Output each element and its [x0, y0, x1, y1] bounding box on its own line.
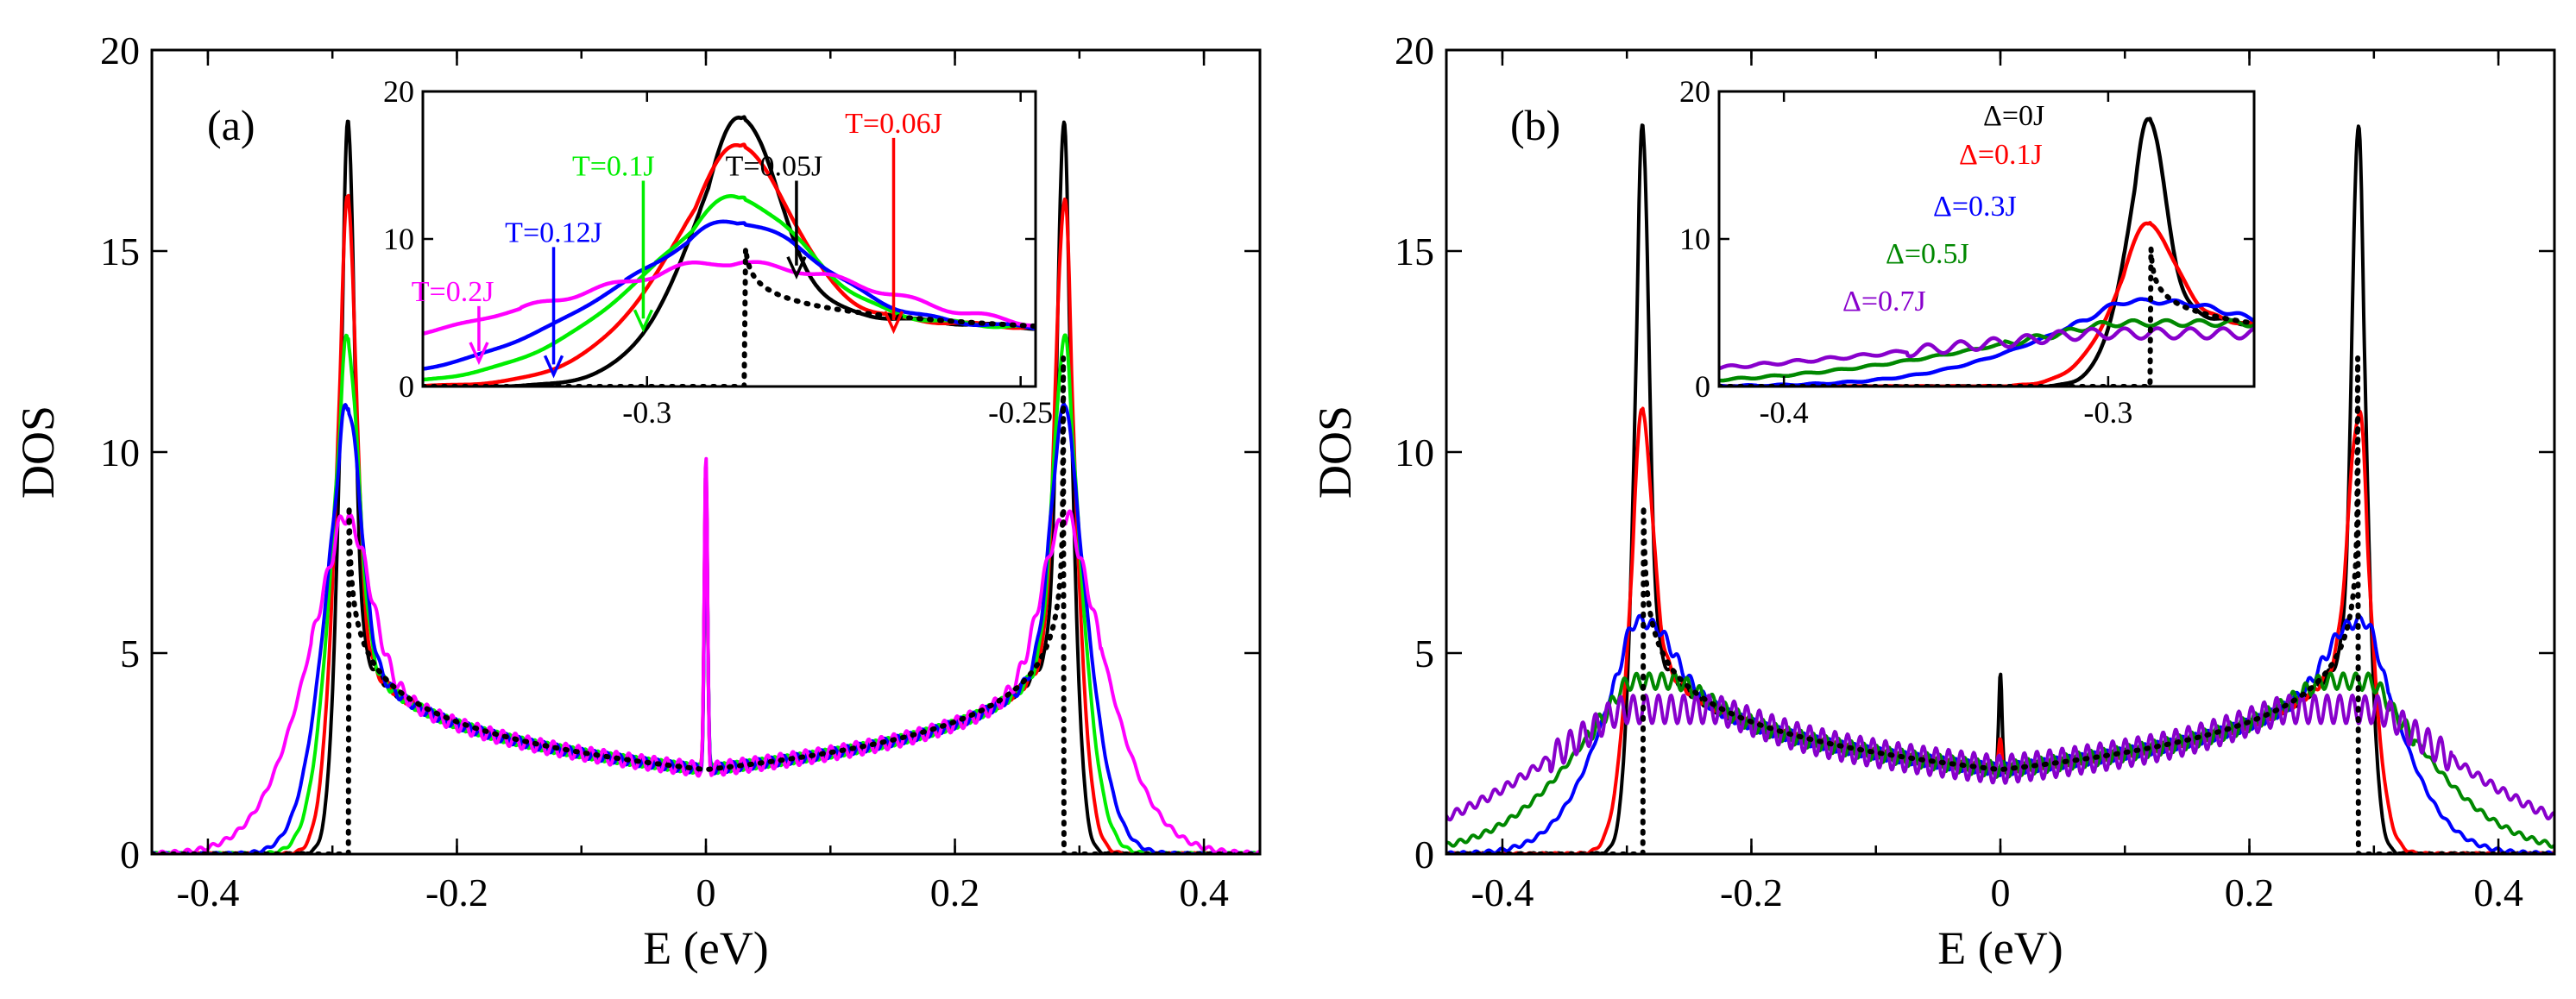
x-tick-label: 0.4 [2473, 870, 2523, 914]
x-tick-label: -0.4 [177, 870, 240, 914]
y-tick-label: 15 [1395, 229, 1434, 273]
x-tick-label: -0.4 [1471, 870, 1534, 914]
x-tick-label: -0.4 [1760, 395, 1809, 430]
panel-a-ylabel: DOS [12, 405, 64, 499]
y-tick-label: 10 [1679, 222, 1710, 256]
y-tick-label: 20 [1395, 28, 1434, 72]
panel-b-ylabel: DOS [1309, 405, 1361, 499]
panel-b-inset: -0.4 -0.3 0 10 20 Δ=0J Δ=0.1J Δ=0.3J Δ=0.5J Δ=0.… [1679, 74, 2256, 430]
annotation-label: T=0.2J [412, 276, 494, 308]
x-tick-label: 0 [696, 870, 716, 914]
annotation-label: T=0.1J [572, 150, 655, 182]
legend-entry: Δ=0.1J [1959, 139, 2043, 171]
legend-entry: Δ=0J [1983, 100, 2044, 132]
annotation-label: T=0.05J [726, 150, 823, 182]
panel-a: -0.4 -0.2 0 0.2 0.4 0 5 10 15 20 (a) E (eV) DOS -… [12, 28, 1262, 974]
series-line [423, 142, 1036, 386]
panel-a-label: (a) [207, 101, 255, 149]
series-line [423, 260, 1036, 336]
panel-a-inset-annotations: T=0.06J T=0.05J T=0.1J T=0.12J T=0.2J [412, 108, 942, 379]
panel-b-label: (b) [1510, 101, 1560, 149]
series-line [1446, 613, 2554, 854]
panel-a-inset-ticks: -0.3 -0.25 0 10 20 [383, 74, 1053, 430]
y-tick-label: 15 [100, 229, 140, 273]
y-tick-label: 20 [1679, 74, 1710, 109]
x-tick-label: -0.25 [988, 395, 1053, 430]
annotation-arrowhead [469, 342, 489, 366]
panel-b-inset-legend: Δ=0J Δ=0.1J Δ=0.3J Δ=0.5J Δ=0.7J [1842, 100, 2044, 317]
y-tick-label: 10 [383, 222, 414, 256]
panel-a-xlabel: E (eV) [643, 922, 768, 974]
series-line [1719, 326, 2254, 371]
y-tick-label: 20 [383, 74, 414, 109]
series-line [1446, 693, 2554, 822]
annotation-arrowhead [786, 256, 807, 280]
y-tick-label: 0 [1695, 369, 1710, 404]
y-tick-label: 10 [1395, 430, 1434, 474]
panel-b-inset-ticks: -0.4 -0.3 0 10 20 [1679, 74, 2254, 430]
x-tick-label: 0.2 [930, 870, 980, 914]
annotation-arrowhead [883, 311, 904, 335]
y-tick-label: 5 [120, 631, 140, 675]
series-line [423, 246, 1036, 386]
x-tick-label: 0 [1991, 870, 2011, 914]
panel-b-xlabel: E (eV) [1937, 922, 2063, 974]
legend-entry: Δ=0.7J [1842, 286, 1926, 317]
legend-entry: Δ=0.5J [1886, 238, 1969, 270]
series-line [1719, 317, 2254, 383]
x-tick-label: -0.3 [2083, 395, 2132, 430]
panel-b: -0.4 -0.2 0 0.2 0.4 0 5 10 15 20 (b) E (eV) DOS -… [1309, 28, 2556, 974]
y-tick-label: 10 [100, 430, 140, 474]
annotation-arrowhead [633, 309, 654, 333]
panel-b-ticks: -0.4 -0.2 0 0.2 0.4 0 5 10 15 20 [1395, 28, 2554, 914]
panel-a-inset: -0.3 -0.25 0 10 20 T=0.06J T=0.05J T=0.1J T=0.1… [383, 74, 1053, 430]
x-tick-label: -0.2 [1720, 870, 1783, 914]
y-tick-label: 20 [100, 28, 140, 72]
annotation-label: T=0.12J [505, 217, 602, 248]
series-line [1446, 406, 2554, 854]
x-tick-label: -0.2 [425, 870, 488, 914]
x-tick-label: -0.3 [622, 395, 671, 430]
x-tick-label: 0.4 [1179, 870, 1229, 914]
series-line [1719, 297, 2254, 386]
y-tick-label: 0 [120, 832, 140, 876]
y-tick-label: 0 [1414, 832, 1434, 876]
series-line [1446, 355, 2554, 854]
panel-a-curves [152, 119, 1260, 854]
y-tick-label: 5 [1414, 631, 1434, 675]
series-line [152, 456, 1260, 854]
x-tick-label: 0.2 [2225, 870, 2275, 914]
series-line [423, 219, 1036, 371]
panel-b-curves [1446, 123, 2554, 854]
legend-entry: Δ=0.3J [1933, 191, 2017, 223]
annotation-arrowhead [543, 355, 564, 379]
y-tick-label: 0 [399, 369, 414, 404]
panel-a-ticks: -0.4 -0.2 0 0.2 0.4 0 5 10 15 20 [100, 28, 1260, 914]
annotation-label: T=0.06J [845, 108, 942, 140]
series-line [1719, 116, 2254, 386]
